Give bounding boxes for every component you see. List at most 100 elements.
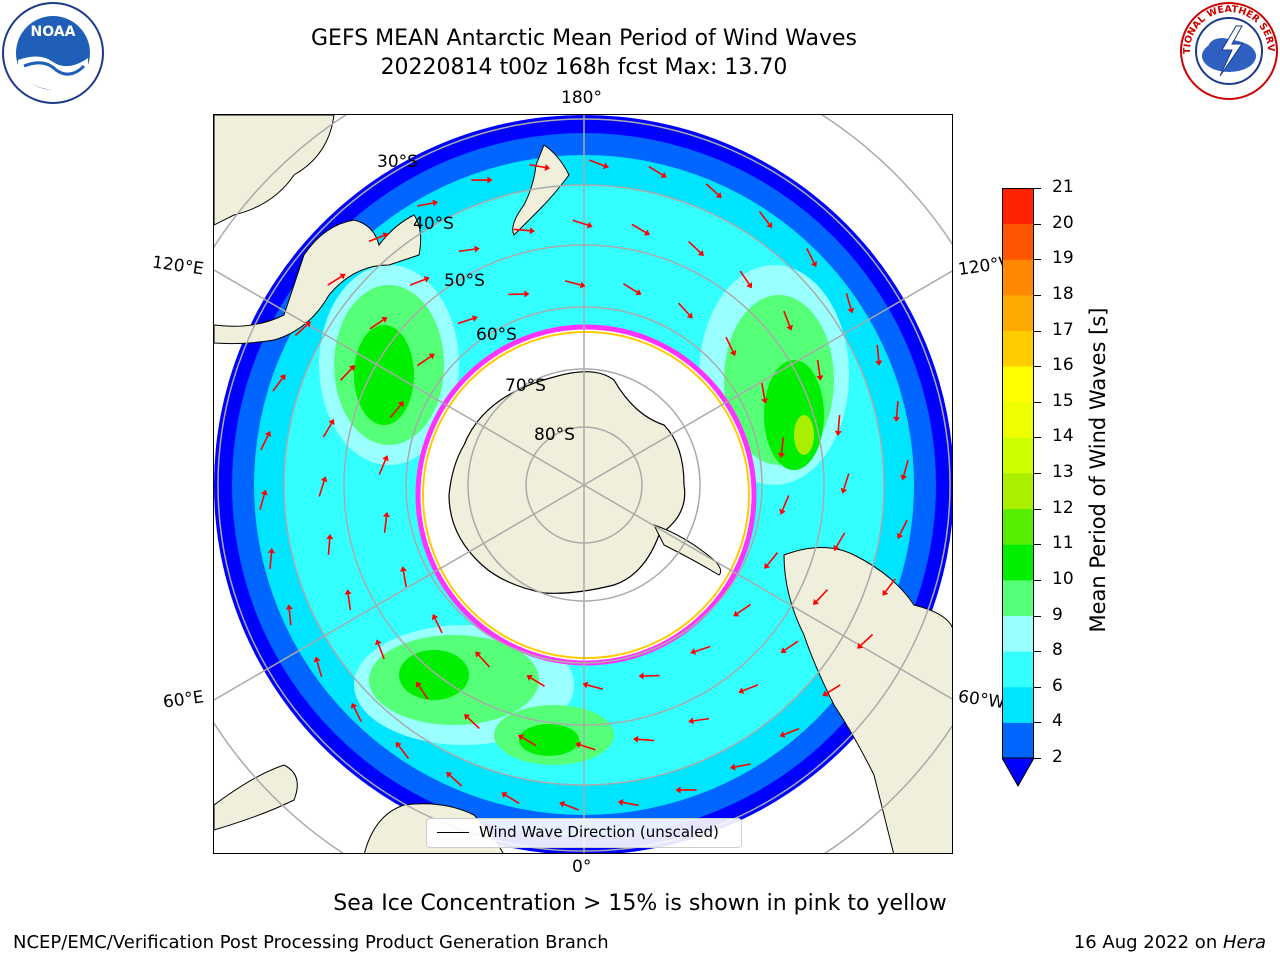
colorbar-tick-mark <box>1034 437 1041 439</box>
wind-wave-arrow <box>725 336 734 352</box>
colorbar-tick-mark <box>1034 579 1041 581</box>
colorbar-tick-label: 17 <box>1052 319 1074 340</box>
wind-wave-arrowhead <box>778 452 786 459</box>
colorbar-scale <box>1001 188 1035 788</box>
wind-wave-arrow <box>693 717 710 722</box>
colorbar-segment <box>1002 508 1034 545</box>
wind-wave-arrow <box>694 645 711 653</box>
colorbar-segment <box>1002 651 1034 688</box>
colorbar-tick-label: 6 <box>1052 675 1063 696</box>
wind-wave-arrowhead <box>471 315 478 322</box>
colorbar-tick-mark <box>1034 722 1041 724</box>
wind-wave-arrowhead <box>348 365 355 372</box>
wind-wave-arrowhead <box>431 614 439 621</box>
wind-wave-arrow <box>322 422 333 438</box>
colorbar-tick-label: 9 <box>1052 604 1063 625</box>
colorbar-tick-label: 10 <box>1052 568 1074 589</box>
wind-wave-arrow <box>449 774 463 787</box>
wind-wave-arrowhead <box>524 290 530 298</box>
wind-wave-arrow <box>478 654 491 668</box>
colorbar-tick-label: 12 <box>1052 497 1074 518</box>
wind-wave-arrow <box>784 640 799 651</box>
wind-wave-arrowhead <box>635 289 642 296</box>
wind-wave-arrowhead <box>896 532 904 539</box>
wind-wave-arrow <box>860 633 874 646</box>
chart-subtitle-run: 20220814 t00z 168h fcst Max: 13.70 <box>380 55 788 80</box>
wind-wave-arrowhead <box>675 786 681 794</box>
colorbar-segment <box>1002 294 1034 331</box>
wind-wave-arrowhead <box>816 375 824 381</box>
wind-wave-arrowhead <box>686 312 693 319</box>
colorbar-tick-mark <box>1034 473 1041 474</box>
colorbar-tick-label: 11 <box>1052 533 1074 554</box>
wind-wave-arrowhead <box>395 741 402 748</box>
wind-wave-arrow <box>572 219 589 226</box>
land-asia <box>214 115 335 226</box>
wind-wave-arrow <box>457 317 474 325</box>
wind-wave-arrow <box>505 794 520 805</box>
colorbar-segment <box>1002 330 1034 367</box>
wind-wave-arrow <box>899 519 908 535</box>
chart-title: GEFS MEAN Antarctic Mean Period of Wind … <box>311 26 857 51</box>
wind-wave-arrow <box>761 382 766 399</box>
wind-wave-arrow <box>564 280 581 286</box>
wind-wave-arrowhead <box>882 589 889 596</box>
lat-label-30s: 30°S <box>377 152 418 172</box>
wind-wave-arrow <box>402 571 407 588</box>
wind-wave-arrowhead <box>893 416 901 422</box>
wind-wave-arrowhead <box>544 164 551 171</box>
legend-line-icon <box>437 832 469 833</box>
lat-label-60s: 60°S <box>476 325 517 345</box>
wind-wave-arrow <box>816 359 821 376</box>
wind-wave-arrowhead <box>833 544 840 551</box>
wind-wave-arrow <box>895 401 899 418</box>
colorbar-tick-mark <box>1034 294 1041 296</box>
wind-wave-arrowhead <box>559 800 566 808</box>
wind-wave-arrowhead <box>582 681 589 689</box>
lon-label-60w: 60°W <box>956 686 1007 714</box>
wind-wave-arrowhead <box>328 419 335 426</box>
wind-wave-arrow <box>843 473 850 490</box>
wind-wave-arrow <box>316 661 323 677</box>
wind-wave-arrow <box>631 223 647 234</box>
colorbar-frame <box>1002 188 1034 759</box>
wind-wave-arrow <box>327 275 342 286</box>
colorbar-segment <box>1002 579 1034 616</box>
map-panel: 30°S 40°S 50°S 60°S 70°S 80°S <box>213 114 953 854</box>
colorbar-segment <box>1002 473 1034 510</box>
lon-label-120e: 120°E <box>150 252 205 280</box>
colorbar-tick-mark <box>1034 615 1041 617</box>
sea-ice-inner-edge <box>422 331 750 659</box>
wind-wave-arrow <box>845 293 852 309</box>
colorbar-tick-mark <box>1034 188 1041 189</box>
wind-wave-arrowhead <box>638 672 644 680</box>
wind-wave-arrowhead <box>350 702 358 709</box>
wind-wave-arrowhead <box>518 734 525 741</box>
colorbar-tick-label: 19 <box>1052 248 1074 269</box>
wind-wave-arrow <box>294 324 308 337</box>
wind-wave-arrowhead <box>487 176 493 184</box>
wind-wave-arrowhead <box>399 566 407 572</box>
colorbar-tick-mark <box>1034 651 1041 653</box>
wind-wave-arrowhead <box>339 273 346 280</box>
noaa-logo-icon: NOAA <box>0 0 106 106</box>
wind-wave-arrowhead <box>382 511 390 518</box>
wind-wave-arrow <box>368 234 385 243</box>
wind-wave-arrowhead <box>382 455 389 462</box>
wind-wave-arrowhead <box>397 401 404 408</box>
wind-wave-arrowhead <box>822 690 829 697</box>
colorbar-tick-label: 2 <box>1052 747 1063 767</box>
wind-wave-arrows <box>259 159 909 811</box>
wind-wave-arrowhead <box>875 360 883 366</box>
land-madagascar <box>214 764 298 831</box>
lon-label-180: 180° <box>561 88 602 108</box>
nws-logo-icon: NATIONAL WEATHER SERVICE <box>1174 0 1280 102</box>
land-new-zealand <box>512 144 570 236</box>
colorbar-segment <box>1002 188 1034 225</box>
colorbar-segment <box>1002 366 1034 403</box>
wind-wave-arrowhead <box>415 681 422 688</box>
wind-wave-arrowhead <box>260 489 268 496</box>
wind-wave-arrowhead <box>320 476 328 483</box>
wind-wave-arrow <box>766 552 779 566</box>
wind-wave-arrowhead <box>738 687 745 694</box>
